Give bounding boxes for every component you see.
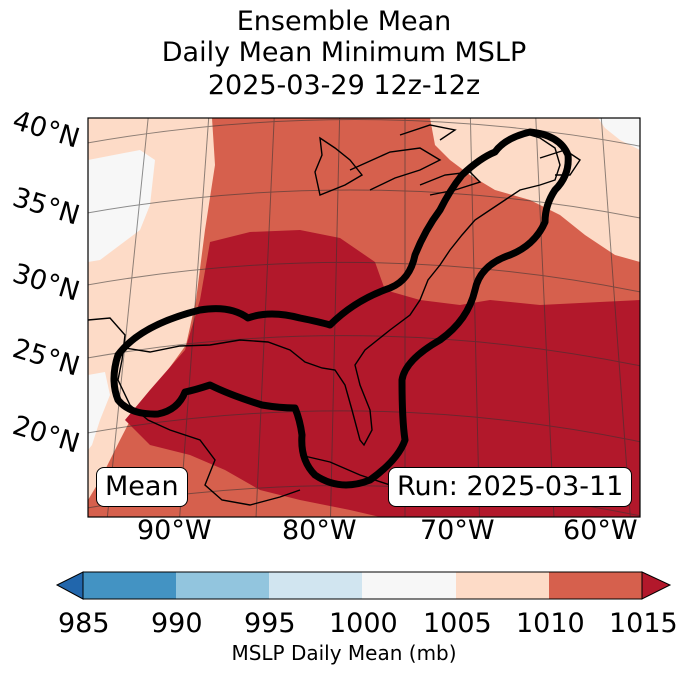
- title-line-1: Ensemble Mean: [236, 6, 452, 37]
- colorbar-tick-1005: 1005: [423, 608, 492, 639]
- colorbar-tick-995: 995: [244, 608, 296, 639]
- run-date-box: Run: 2025-03-11: [388, 467, 633, 507]
- pressure-fill-1000-west: [88, 150, 155, 262]
- pressure-fill-1000-northeast: [598, 118, 640, 150]
- title-line-2: Daily Mean Minimum MSLP: [161, 37, 527, 68]
- low-pressure-contour: [110, 128, 572, 489]
- colorbar-swatch-1010: [549, 572, 642, 599]
- colorbar-swatch-1005: [456, 572, 549, 599]
- colorbar-swatch-990: [176, 572, 269, 599]
- colorbar-label: MSLP Daily Mean (mb): [231, 641, 457, 665]
- colorbar-tick-990: 990: [151, 608, 203, 639]
- pressure-fill-1000-west-south: [88, 372, 110, 450]
- colorbar-over-arrow: [641, 571, 672, 600]
- colorbar-swatch-1000: [362, 572, 456, 599]
- pressure-fill-1015: [125, 230, 640, 517]
- colorbar-tick-985: 985: [58, 608, 110, 639]
- lon-label-60w: 60°W: [563, 515, 638, 546]
- lon-label-70w: 70°W: [420, 515, 495, 546]
- colorbar-tick-1015: 1015: [609, 608, 678, 639]
- graticule: [88, 118, 640, 517]
- colorbar-swatch-985: [83, 572, 176, 599]
- title-line-3: 2025-03-29 12z-12z: [207, 70, 481, 101]
- coastlines: [88, 124, 581, 506]
- colorbar-tick-1000: 1000: [329, 608, 398, 639]
- mean-label-box: Mean: [96, 467, 188, 507]
- colorbar-swatch-995: [269, 572, 362, 599]
- lon-label-80w: 80°W: [282, 515, 357, 546]
- colorbar: [55, 571, 672, 600]
- lon-label-90w: 90°W: [137, 515, 212, 546]
- colorbar-under-arrow: [55, 571, 84, 600]
- colorbar-tick-1010: 1010: [516, 608, 585, 639]
- map-frame: [87, 117, 641, 518]
- pressure-fill-1005-northeast: [430, 118, 640, 262]
